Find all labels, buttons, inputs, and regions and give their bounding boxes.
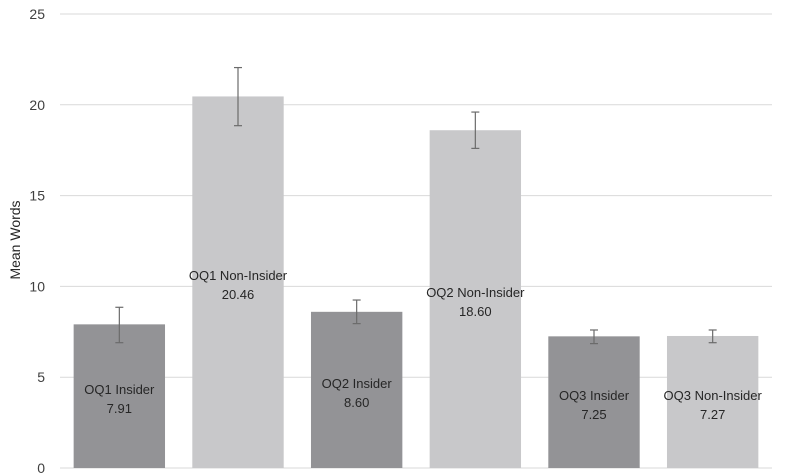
y-axis-title: Mean Words: [7, 200, 23, 279]
bar: [548, 336, 640, 468]
bar-category-label: OQ1 Non-Insider: [189, 268, 288, 283]
bar-group: OQ2 Non-Insider 18.60: [426, 111, 525, 468]
bar-category-label: OQ1 Insider: [84, 382, 155, 397]
bar-category-label: OQ3 Non-Insider: [664, 388, 763, 403]
bar-category-label: OQ2 Non-Insider: [426, 285, 525, 300]
y-axis-ticks: 0 5 10 15 20 25: [29, 6, 45, 475]
bar: [429, 130, 522, 468]
bar: [310, 311, 403, 468]
bar-group: OQ3 Non-Insider 7.27: [664, 329, 763, 468]
bar-group: OQ2 Insider 8.60: [310, 299, 403, 468]
gridlines: [60, 13, 772, 469]
bar-value-label: 7.27: [700, 407, 725, 422]
bar-group: OQ3 Insider 7.25: [548, 329, 640, 468]
bar-value-label: 20.46: [222, 287, 255, 302]
bar-value-label: 7.91: [107, 401, 132, 416]
y-tick-label: 0: [37, 460, 45, 475]
y-tick-label: 15: [29, 188, 45, 204]
bar: [666, 335, 759, 468]
bar-value-label: 18.60: [459, 304, 492, 319]
y-tick-label: 10: [29, 278, 45, 294]
bars: OQ1 Insider 7.91 OQ1 Non-Insider 20.46 OQ2 I…: [73, 66, 763, 468]
bar-category-label: OQ2 Insider: [322, 376, 393, 391]
bar-value-label: 8.60: [344, 395, 369, 410]
bar-value-label: 7.25: [581, 407, 606, 422]
bar-group: OQ1 Non-Insider 20.46: [189, 66, 288, 468]
y-tick-label: 25: [29, 6, 45, 22]
y-tick-label: 5: [37, 369, 45, 385]
bar: [192, 96, 284, 468]
bar-group: OQ1 Insider 7.91: [73, 306, 166, 468]
bar-category-label: OQ3 Insider: [559, 388, 630, 403]
bar: [73, 324, 166, 468]
y-tick-label: 20: [29, 97, 45, 113]
